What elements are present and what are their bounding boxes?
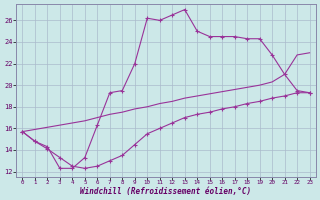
X-axis label: Windchill (Refroidissement éolien,°C): Windchill (Refroidissement éolien,°C) xyxy=(80,187,252,196)
